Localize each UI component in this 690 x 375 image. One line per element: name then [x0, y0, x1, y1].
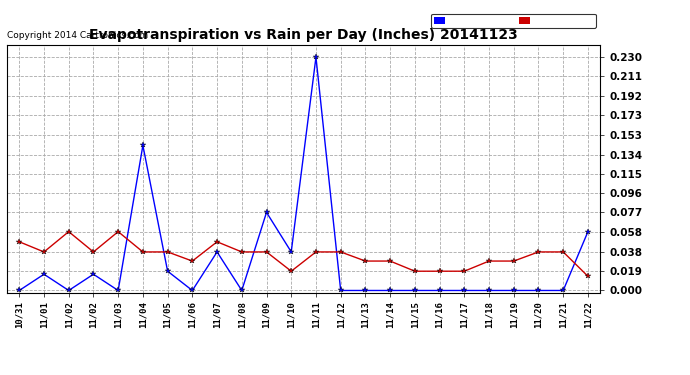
Title: Evapotranspiration vs Rain per Day (Inches) 20141123: Evapotranspiration vs Rain per Day (Inch…: [89, 28, 518, 42]
Text: Copyright 2014 Cartronics.com: Copyright 2014 Cartronics.com: [7, 30, 148, 39]
Legend: Rain (Inches), ET  (Inches): Rain (Inches), ET (Inches): [431, 13, 595, 28]
